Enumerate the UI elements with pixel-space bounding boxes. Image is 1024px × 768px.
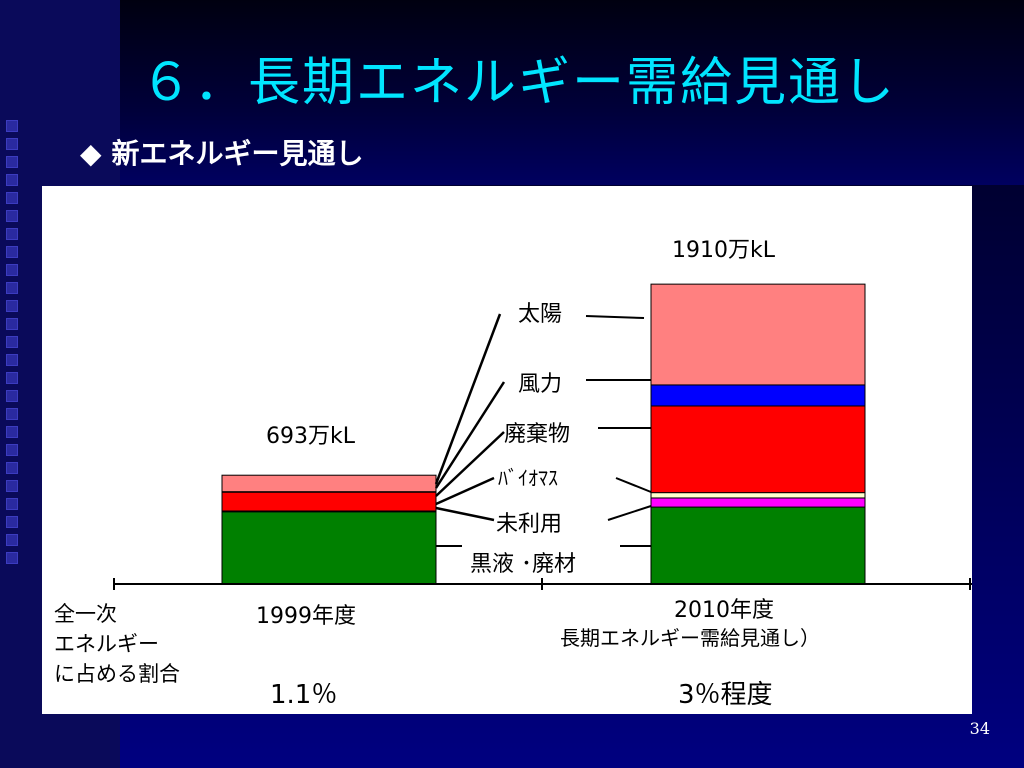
slide-title: ６．長期エネルギー需給見通し	[140, 53, 897, 113]
decorative-dot	[6, 282, 18, 294]
diamond-bullet-icon: ◆	[80, 137, 102, 170]
decorative-dot	[6, 138, 18, 150]
decorative-dot	[6, 210, 18, 222]
leader-line-1999-2	[435, 431, 505, 497]
leader-line-1999-3	[435, 476, 495, 506]
share-value-1999: 1.1％	[270, 680, 338, 710]
title-band	[120, 0, 1024, 185]
slide-number: 34	[969, 719, 990, 738]
bar-segment-1-5	[650, 283, 866, 386]
decorative-dot	[6, 156, 18, 168]
decorative-dot	[6, 462, 18, 474]
decorative-dot	[6, 246, 18, 258]
category-label-2010: 2010年度	[674, 598, 774, 623]
total-label-1999: 693万kL	[266, 424, 355, 449]
leader-line-1999-4	[435, 506, 495, 522]
share-value-2010: 3％程度	[678, 680, 773, 710]
stacked-bar-chart	[113, 283, 972, 590]
bar-segment-0-3	[221, 491, 437, 512]
decorative-dot	[6, 552, 18, 564]
subtitle-text: 新エネルギー見通し	[111, 137, 364, 170]
decorative-dot	[6, 228, 18, 240]
legend-label-solar: 太陽	[518, 302, 563, 327]
legend-label-unused: 未利用	[496, 512, 563, 537]
bar-segment-1-2	[650, 492, 866, 499]
decorative-dot	[6, 174, 18, 186]
legend-label-black-liquor: 黒液 ･廃材	[470, 552, 576, 577]
category-label-1999: 1999年度	[256, 604, 356, 629]
decorative-dot	[6, 498, 18, 510]
decorative-dot	[6, 444, 18, 456]
decorative-dot	[6, 534, 18, 546]
decorative-dot	[6, 336, 18, 348]
total-label-2010: 1910万kL	[672, 238, 775, 263]
bar-segment-1-0	[650, 506, 866, 585]
decorative-dot	[6, 408, 18, 420]
bar-segment-1-1	[650, 497, 866, 508]
decorative-dot	[6, 300, 18, 312]
decorative-dots	[6, 120, 36, 570]
share-label-line-3: に占める割合	[54, 662, 180, 686]
category-sublabel-2010: 長期エネルギー需給見通し）	[560, 626, 820, 650]
bar-segment-1-4	[650, 384, 866, 407]
decorative-dot	[6, 372, 18, 384]
bar-segment-0-5	[221, 474, 437, 493]
leader-line-1999-1	[434, 381, 506, 489]
decorative-dot	[6, 192, 18, 204]
legend-label-biomass: ﾊﾞｲｵﾏｽ	[498, 466, 558, 490]
leader-line-2010-3	[615, 477, 652, 493]
share-label-line-1: 全一次	[54, 602, 117, 626]
bar-segment-1-3	[650, 405, 866, 494]
leader-line-2010-0	[585, 315, 645, 319]
decorative-dot	[6, 120, 18, 132]
decorative-dot	[6, 426, 18, 438]
legend-label-waste: 廃棄物	[504, 422, 571, 447]
legend-label-wind: 風力	[518, 372, 563, 397]
leader-line-2010-4	[607, 505, 652, 521]
decorative-dot	[6, 516, 18, 528]
slide-subtitle: ◆ 新エネルギー見通し	[80, 132, 364, 172]
decorative-dot	[6, 390, 18, 402]
decorative-dot	[6, 318, 18, 330]
leader-line-1999-0	[434, 313, 502, 485]
decorative-dot	[6, 480, 18, 492]
chart-panel: 1910万kL 693万kL 太陽 風力 廃棄物 ﾊﾞｲｵﾏｽ 未利用 黒液 ･…	[42, 186, 972, 714]
decorative-dot	[6, 354, 18, 366]
decorative-dot	[6, 264, 18, 276]
share-label-line-2: エネルギー	[54, 632, 159, 656]
bar-segment-0-0	[221, 511, 437, 585]
